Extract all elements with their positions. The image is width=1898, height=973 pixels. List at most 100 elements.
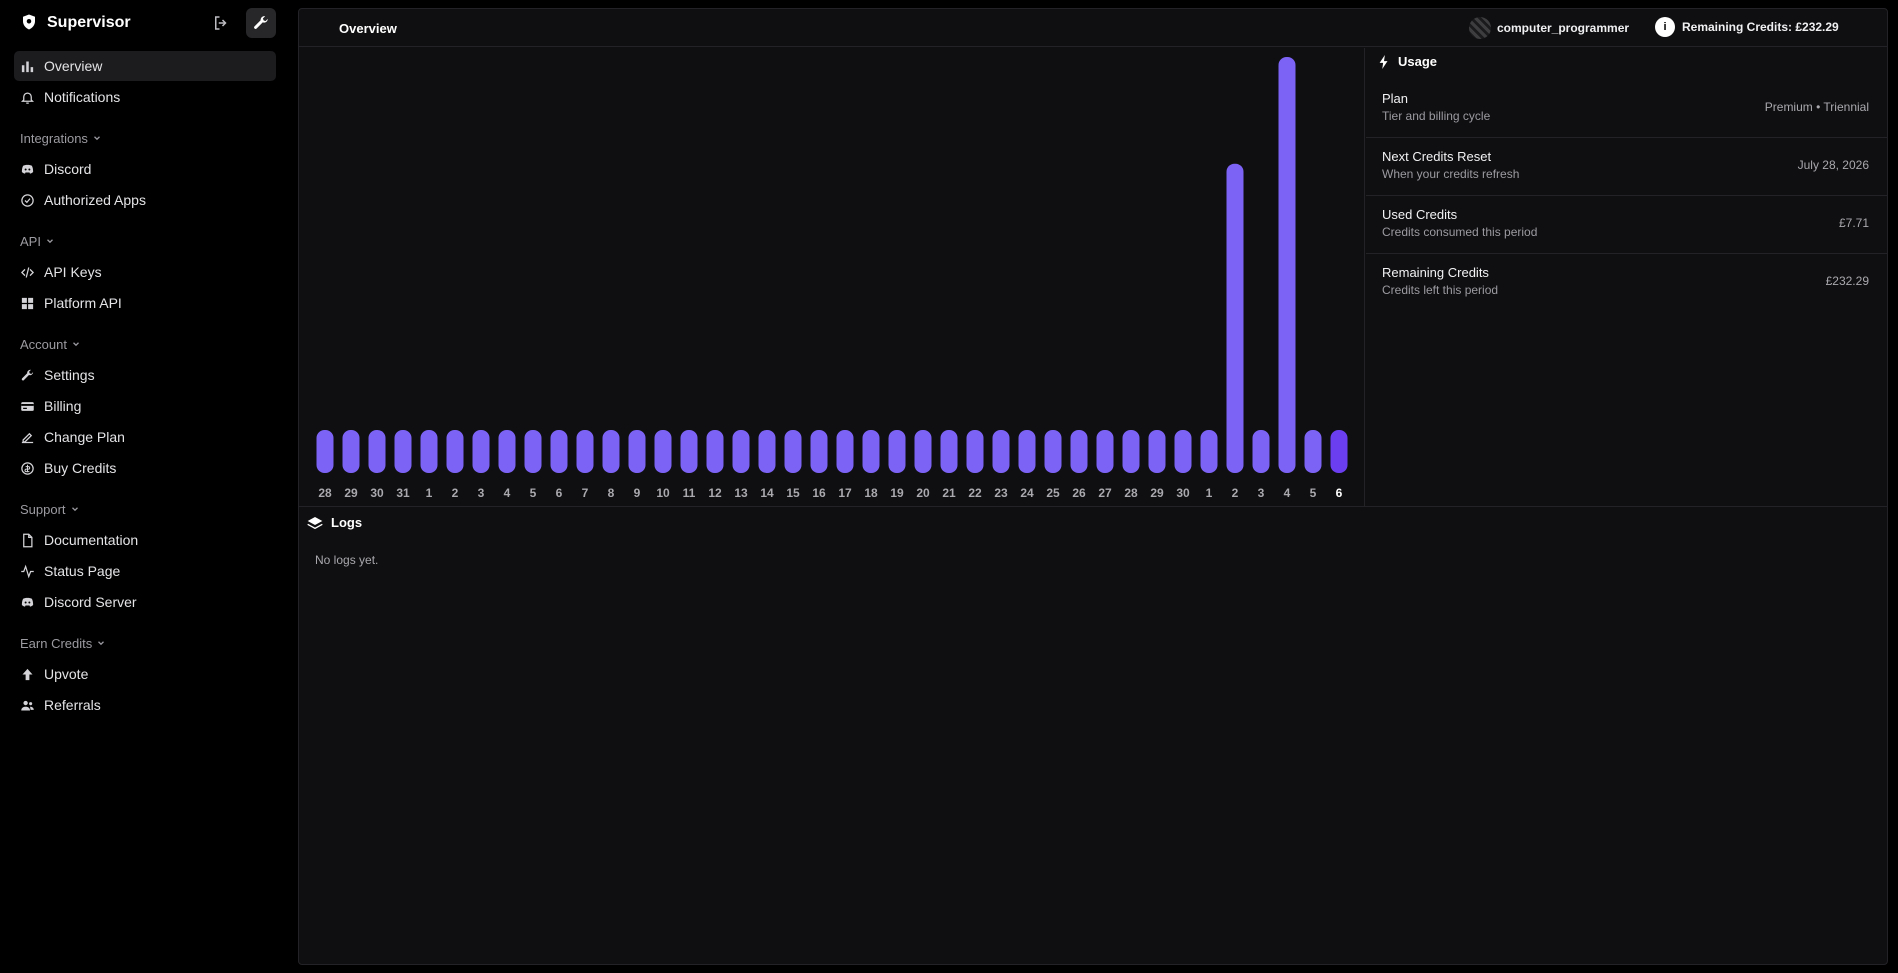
sidebar-item-label: Notifications (44, 89, 121, 105)
chart-bar-26[interactable] (992, 430, 1010, 473)
top-bar: Overview computer_programmer i Remaining… (299, 9, 1887, 47)
chart-bar-33[interactable] (1174, 430, 1192, 473)
sidebar-item-settings[interactable]: Settings (14, 360, 276, 390)
chart-bar-22[interactable] (888, 430, 906, 473)
card-icon (20, 399, 35, 414)
chart-tick-label: 2 (1232, 486, 1239, 500)
sidebar-item-overview[interactable]: Overview (14, 51, 276, 81)
usage-bar-chart: 28 29 30 31 1 2 3 4 5 6 7 8 9 10 11 12 13 14 15 16 17 18 19 20 2… (316, 57, 1348, 500)
chart-bar-19[interactable] (810, 430, 828, 473)
chart-bar-3[interactable] (394, 430, 412, 473)
usage-row-label: Plan (1382, 91, 1409, 106)
chart-tick-label: 1 (1206, 486, 1213, 500)
sidebar-item-referrals[interactable]: Referrals (14, 690, 276, 720)
chart-bar-36[interactable] (1252, 430, 1270, 473)
brand[interactable]: Supervisor (20, 11, 131, 35)
arrow-up-icon (20, 667, 35, 682)
chart-tick-label: 15 (786, 486, 800, 500)
chart-tick-label: 17 (838, 486, 852, 500)
chart-bar-23[interactable] (914, 430, 932, 473)
chart-bar-16[interactable] (732, 430, 750, 473)
logout-button[interactable] (206, 8, 236, 38)
chart-tick-label: 30 (370, 486, 384, 500)
remaining-credits-indicator[interactable]: i Remaining Credits: £232.29 (1655, 17, 1839, 37)
sidebar-item-platform-api[interactable]: Platform API (14, 288, 276, 318)
chart-bar-7[interactable] (498, 430, 516, 473)
usage-row-value: £7.71 (1838, 216, 1869, 230)
chart-bar-11[interactable] (602, 430, 620, 473)
chart-bar-38[interactable] (1304, 430, 1322, 473)
chart-bar-8[interactable] (524, 430, 542, 473)
chart-bar-35[interactable] (1226, 163, 1244, 473)
chevron-down-icon (71, 339, 81, 349)
chart-bar-1[interactable] (342, 430, 360, 473)
sidebar-item-status-page[interactable]: Status Page (14, 556, 276, 586)
sidebar-item-discord-server[interactable]: Discord Server (14, 587, 276, 617)
chart-bar-24[interactable] (940, 430, 958, 473)
chart-bar-29[interactable] (1070, 430, 1088, 473)
chart-bar-14[interactable] (680, 430, 698, 473)
chart-bar-25[interactable] (966, 430, 984, 473)
chart-tick-label: 6 (1336, 486, 1343, 500)
sidebar-item-notifications[interactable]: Notifications (14, 82, 276, 112)
chevron-down-icon (92, 133, 102, 143)
coin-icon (20, 461, 35, 476)
chart-bar-28[interactable] (1044, 430, 1062, 473)
sidebar-item-discord[interactable]: Discord (14, 154, 276, 184)
chart-bar-4[interactable] (420, 430, 438, 473)
sidebar-item-label: Overview (44, 58, 103, 74)
chart-bar-21[interactable] (862, 430, 880, 473)
chart-bar-39[interactable] (1330, 430, 1348, 473)
chart-bar-30[interactable] (1096, 430, 1114, 473)
usage-rows: Plan Tier and billing cycle Premium • Tr… (1366, 80, 1887, 312)
chart-bar-18[interactable] (784, 430, 802, 473)
chart-bar-27[interactable] (1018, 430, 1036, 473)
logs-header: Logs (307, 515, 362, 530)
username: computer_programmer (1497, 21, 1630, 35)
chart-bar-31[interactable] (1122, 430, 1140, 473)
sidebar-group-support[interactable]: Support (14, 498, 276, 520)
usage-row-label: Next Credits Reset (1382, 149, 1492, 164)
shield-icon (20, 13, 38, 34)
sidebar-group-label: API (20, 233, 41, 249)
user-profile[interactable]: computer_programmer (1469, 17, 1629, 39)
sidebar-item-authorized-apps[interactable]: Authorized Apps (14, 185, 276, 215)
chart-bar-32[interactable] (1148, 430, 1166, 473)
check-circle-icon (20, 193, 35, 208)
chart-bar-12[interactable] (628, 430, 646, 473)
chart-bar-9[interactable] (550, 430, 568, 473)
sidebar-item-upvote[interactable]: Upvote (14, 659, 276, 689)
chart-bar-10[interactable] (576, 430, 594, 473)
chart-tick-label: 7 (582, 486, 589, 500)
sidebar-group-earn-credits[interactable]: Earn Credits (14, 632, 276, 654)
chart-tick-label: 24 (1020, 486, 1034, 500)
chart-bar-34[interactable] (1200, 430, 1218, 473)
sidebar-group-api[interactable]: API (14, 230, 276, 252)
sidebar-item-change-plan[interactable]: Change Plan (14, 422, 276, 452)
sidebar-item-buy-credits[interactable]: Buy Credits (14, 453, 276, 483)
wrench-icon (254, 16, 268, 29)
chevron-down-icon (70, 504, 80, 514)
chart-tick-label: 27 (1098, 486, 1112, 500)
admin-tools-button[interactable] (246, 8, 276, 38)
chart-bar-17[interactable] (758, 430, 776, 473)
sidebar-group-integrations[interactable]: Integrations (14, 127, 276, 149)
main-panel: Overview computer_programmer i Remaining… (298, 8, 1888, 965)
chart-tick-label: 2 (452, 486, 459, 500)
sidebar-item-billing[interactable]: Billing (14, 391, 276, 421)
chart-bar-5[interactable] (446, 430, 464, 473)
chart-bar-20[interactable] (836, 430, 854, 473)
sidebar-group-label: Earn Credits (20, 635, 93, 651)
chart-bar-0[interactable] (316, 430, 334, 473)
chart-bar-6[interactable] (472, 430, 490, 473)
sidebar-group-label: Support (20, 501, 66, 517)
sidebar-item-api-keys[interactable]: API Keys (14, 257, 276, 287)
usage-row-description: Tier and billing cycle (1382, 109, 1491, 123)
chart-bar-2[interactable] (368, 430, 386, 473)
chart-bar-13[interactable] (654, 430, 672, 473)
sidebar-group-account[interactable]: Account (14, 333, 276, 355)
chart-bar-15[interactable] (706, 430, 724, 473)
sidebar-item-documentation[interactable]: Documentation (14, 525, 276, 555)
chart-bar-37[interactable] (1278, 57, 1296, 473)
chart-tick-label: 6 (556, 486, 563, 500)
